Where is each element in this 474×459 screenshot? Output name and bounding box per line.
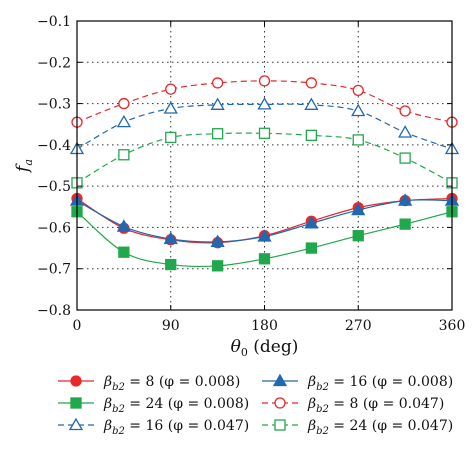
data-point <box>165 258 177 271</box>
axis-labels: θ0 (deg) fa <box>13 159 298 359</box>
x-tick-label: 90 <box>162 318 180 334</box>
data-point <box>305 77 318 89</box>
x-axis-label: θ0 (deg) <box>231 337 299 359</box>
legend-marker <box>274 419 286 431</box>
data-point <box>257 97 272 110</box>
legend-item: βb2 = 16 (φ = 0.008) <box>262 373 453 393</box>
data-point <box>116 114 131 128</box>
legend-item: βb2 = 24 (φ = 0.047) <box>262 418 453 437</box>
data-point <box>258 75 271 87</box>
data-point <box>165 131 177 144</box>
y-tick-label: −0.4 <box>37 138 71 154</box>
legend-marker <box>68 417 84 431</box>
data-point <box>352 84 364 97</box>
data-point <box>163 101 178 114</box>
series-line <box>76 132 453 184</box>
legend-label: βb2 = 8 (φ = 0.008) <box>103 374 240 393</box>
legend-item: βb2 = 8 (φ = 0.008) <box>58 374 240 393</box>
x-tick-label: 180 <box>251 318 278 334</box>
y-tick-label: −0.7 <box>37 262 71 278</box>
x-tick-label: 0 <box>73 318 82 334</box>
data-point <box>399 218 411 230</box>
legend-label: βb2 = 8 (φ = 0.047) <box>307 396 444 415</box>
y-tick-label: −0.8 <box>37 303 71 319</box>
data-point <box>399 152 411 164</box>
series-5 <box>69 97 460 155</box>
data-point <box>399 105 411 117</box>
legend-marker <box>70 397 82 409</box>
data-point <box>211 128 224 140</box>
y-tick-label: −0.6 <box>37 220 71 236</box>
data-point <box>304 97 319 110</box>
data-point <box>352 230 364 242</box>
data-point <box>210 97 225 110</box>
legend-label: βb2 = 24 (φ = 0.008) <box>103 396 249 415</box>
data-point <box>304 215 319 229</box>
data-point <box>118 246 130 258</box>
data-point <box>398 193 413 206</box>
data-point <box>352 134 364 146</box>
axis-ticks: 0 90 180 270 360 −0.1 −0.2 −0.3 −0.4 −0.5 −0.6 −0.7… <box>37 14 465 334</box>
data-point <box>116 219 131 232</box>
y-tick-label: −0.3 <box>37 97 71 113</box>
legend-item: βb2 = 8 (φ = 0.047) <box>262 396 444 415</box>
data-point <box>210 234 225 248</box>
y-tick-label: −0.5 <box>37 179 71 195</box>
data-point <box>305 129 318 142</box>
legend-item: βb2 = 24 (φ = 0.008) <box>58 396 249 415</box>
data-point <box>211 260 224 272</box>
y-tick-label: −0.2 <box>37 55 71 71</box>
legend-label: βb2 = 16 (φ = 0.008) <box>307 374 453 393</box>
data-point <box>163 231 178 245</box>
grid <box>77 21 452 310</box>
legend-item: βb2 = 16 (φ = 0.047) <box>58 417 249 437</box>
y-axis-label: fa <box>13 159 35 174</box>
data-point <box>257 229 272 242</box>
y-tick-label: −0.1 <box>37 14 71 30</box>
data-point <box>351 103 366 117</box>
series-group <box>69 75 460 272</box>
x-tick-label: 360 <box>439 318 466 334</box>
data-point <box>351 202 366 216</box>
data-point <box>165 83 177 95</box>
data-point <box>305 242 318 254</box>
legend: βb2 = 8 (φ = 0.008) βb2 = 16 (φ = 0.008) β… <box>58 373 453 437</box>
legend-marker <box>274 397 286 409</box>
legend-label: βb2 = 16 (φ = 0.047) <box>103 418 249 437</box>
legend-label: βb2 = 24 (φ = 0.047) <box>307 418 453 437</box>
data-point <box>398 125 413 138</box>
data-point <box>258 127 271 139</box>
data-point <box>258 253 271 265</box>
data-point <box>118 149 130 161</box>
x-tick-label: 270 <box>345 318 372 334</box>
data-point <box>211 77 224 89</box>
data-point <box>118 97 130 110</box>
legend-marker <box>70 375 82 387</box>
legend-marker <box>272 373 288 387</box>
series-4 <box>71 75 458 128</box>
